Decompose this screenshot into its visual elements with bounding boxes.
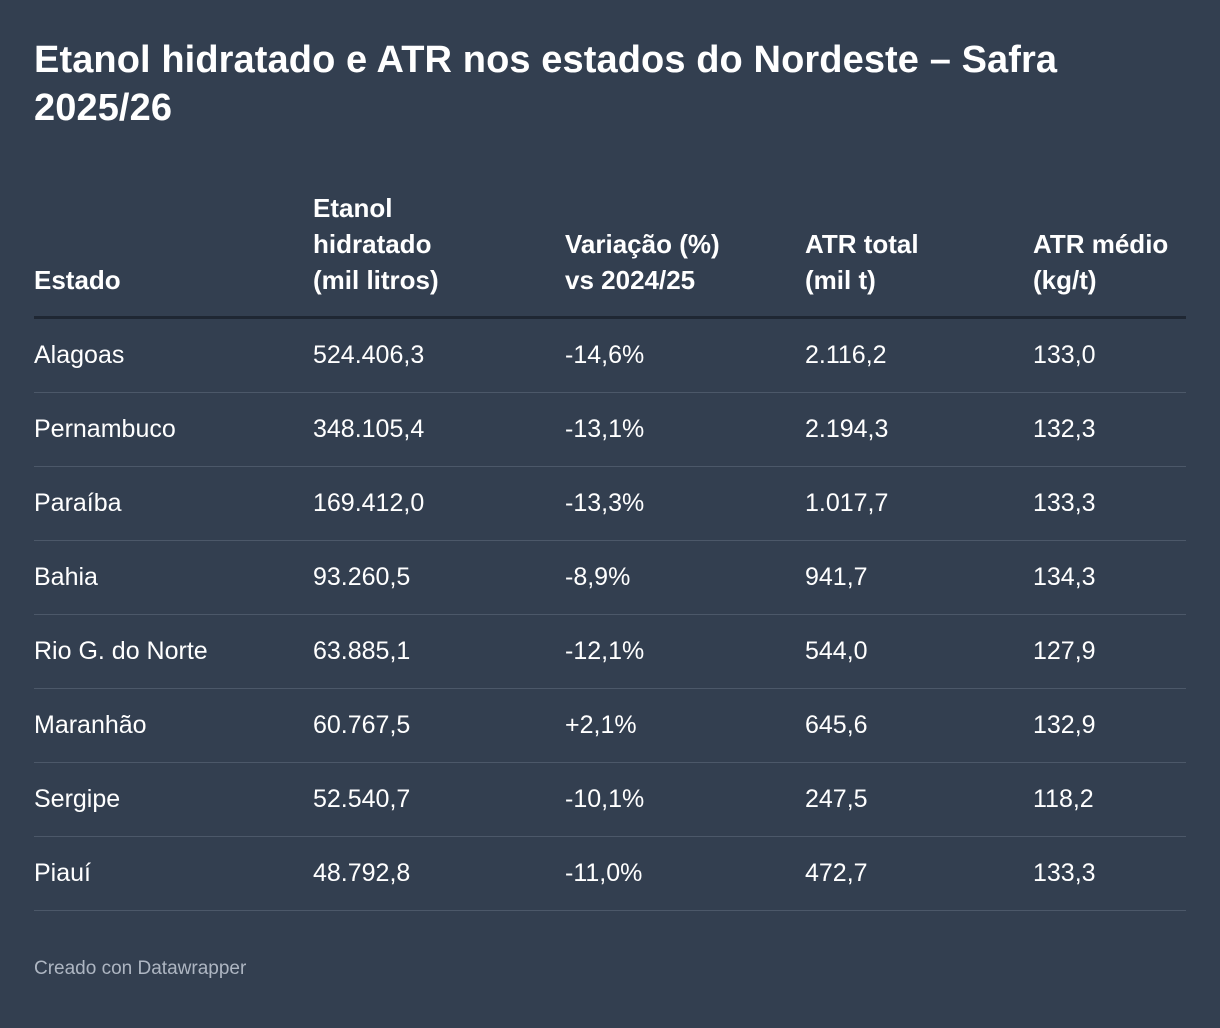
column-header: Etanol hidratado (mil litros) [313, 190, 565, 319]
value-cell: 63.885,1 [313, 614, 565, 689]
value-cell: 941,7 [805, 540, 1033, 615]
value-cell: 472,7 [805, 836, 1033, 911]
value-cell: 544,0 [805, 614, 1033, 689]
footer-credit: Creado con Datawrapper [34, 958, 247, 979]
table-row: Alagoas 524.406,3 -14,6% 2.116,2 133,0 [34, 317, 1186, 393]
state-cell: Piauí [34, 836, 313, 911]
value-cell: +2,1% [565, 688, 805, 763]
value-cell: 348.105,4 [313, 392, 565, 467]
value-cell: -11,0% [565, 836, 805, 911]
value-cell: -8,9% [565, 540, 805, 615]
value-cell: 645,6 [805, 688, 1033, 763]
value-cell: 93.260,5 [313, 540, 565, 615]
column-header-line: ATR médio [1033, 229, 1169, 259]
table-header: Estado Etanol hidratado (mil litros) Variaçã… [34, 190, 1186, 319]
value-cell: -12,1% [565, 614, 805, 689]
value-cell: -13,3% [565, 466, 805, 541]
column-header-line: Variação (%) [565, 229, 720, 259]
column-header-line: Estado [34, 265, 121, 295]
value-cell: 133,3 [1033, 836, 1186, 911]
header-row: Estado Etanol hidratado (mil litros) Variaçã… [34, 190, 1186, 319]
table-row: Sergipe 52.540,7 -10,1% 247,5 118,2 [34, 762, 1186, 837]
value-cell: -14,6% [565, 317, 805, 393]
value-cell: 48.792,8 [313, 836, 565, 911]
column-header-line: vs 2024/25 [565, 265, 696, 295]
chart-title: Etanol hidratado e ATR nos estados do No… [34, 39, 1058, 129]
state-cell: Alagoas [34, 317, 313, 393]
table-row: Bahia 93.260,5 -8,9% 941,7 134,3 [34, 540, 1186, 615]
value-cell: 132,9 [1033, 688, 1186, 763]
table-row: Pernambuco 348.105,4 -13,1% 2.194,3 132,3 [34, 392, 1186, 467]
table-body: Alagoas 524.406,3 -14,6% 2.116,2 133,0 Pernam… [34, 317, 1186, 911]
table-row: Rio G. do Norte 63.885,1 -12,1% 544,0 127,9 [34, 614, 1186, 689]
table-row: Piauí 48.792,8 -11,0% 472,7 133,3 [34, 836, 1186, 911]
state-cell: Pernambuco [34, 392, 313, 467]
state-cell: Maranhão [34, 688, 313, 763]
value-cell: -13,1% [565, 392, 805, 467]
value-cell: 169.412,0 [313, 466, 565, 541]
value-cell: 1.017,7 [805, 466, 1033, 541]
value-cell: 134,3 [1033, 540, 1186, 615]
data-table: Estado Etanol hidratado (mil litros) Variaçã… [34, 190, 1186, 911]
column-header: ATR médio (kg/t) [1033, 190, 1186, 319]
column-header-line: (kg/t) [1033, 265, 1097, 295]
value-cell: 133,3 [1033, 466, 1186, 541]
value-cell: 2.194,3 [805, 392, 1033, 467]
state-cell: Bahia [34, 540, 313, 615]
column-header-line: Etanol [313, 193, 393, 223]
column-header-line: (mil litros) [313, 265, 439, 295]
value-cell: 127,9 [1033, 614, 1186, 689]
column-header: ATR total (mil t) [805, 190, 1033, 319]
value-cell: 52.540,7 [313, 762, 565, 837]
value-cell: 60.767,5 [313, 688, 565, 763]
value-cell: 132,3 [1033, 392, 1186, 467]
column-header: Variação (%) vs 2024/25 [565, 190, 805, 319]
value-cell: 247,5 [805, 762, 1033, 837]
value-cell: 2.116,2 [805, 317, 1033, 393]
table-row: Maranhão 60.767,5 +2,1% 645,6 132,9 [34, 688, 1186, 763]
column-header-line: (mil t) [805, 265, 876, 295]
value-cell: 524.406,3 [313, 317, 565, 393]
table-row: Paraíba 169.412,0 -13,3% 1.017,7 133,3 [34, 466, 1186, 541]
value-cell: 118,2 [1033, 762, 1186, 837]
column-header: Estado [34, 190, 313, 319]
state-cell: Rio G. do Norte [34, 614, 313, 689]
column-header-line: ATR total [805, 229, 919, 259]
state-cell: Paraíba [34, 466, 313, 541]
value-cell: 133,0 [1033, 317, 1186, 393]
value-cell: -10,1% [565, 762, 805, 837]
column-header-line: hidratado [313, 229, 432, 259]
state-cell: Sergipe [34, 762, 313, 837]
